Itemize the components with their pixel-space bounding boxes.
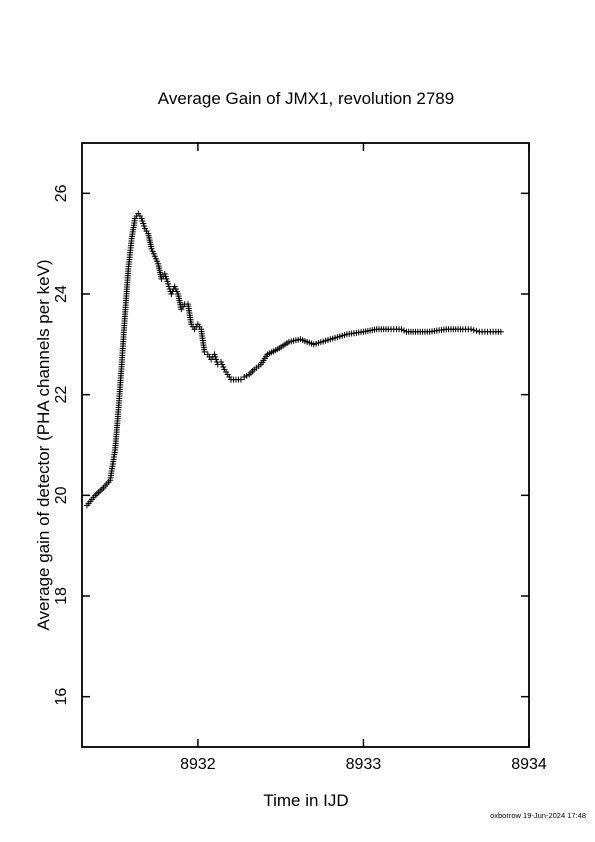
y-tick-label: 26 (53, 184, 70, 202)
data-point (219, 361, 226, 368)
data-point (237, 376, 244, 383)
data-point (149, 248, 156, 255)
data-point (218, 358, 225, 365)
data-point (140, 220, 147, 227)
data-point (138, 215, 145, 222)
data-point (211, 351, 218, 358)
plot-frame (81, 142, 530, 748)
y-tick-label: 18 (53, 587, 70, 605)
data-point (165, 280, 172, 287)
data-point (201, 348, 208, 355)
data-point (497, 328, 504, 335)
y-tick-label: 16 (53, 688, 70, 706)
footer-stamp: oxborrow 19-Jun-2024 17:48 (490, 811, 586, 820)
data-series (83, 210, 504, 509)
data-point (161, 270, 168, 277)
data-point (212, 353, 219, 360)
data-point (150, 250, 157, 257)
data-point (213, 356, 220, 363)
x-axis-ticks: 8932 8933 8934 (180, 143, 547, 773)
y-tick-label: 20 (53, 486, 70, 504)
data-point (172, 285, 179, 292)
y-tick-label: 24 (53, 285, 70, 303)
x-tick-label: 8934 (511, 756, 547, 773)
data-point (139, 218, 146, 225)
y-axis-ticks: 16 18 20 22 24 26 (53, 184, 529, 706)
data-point (165, 283, 172, 290)
data-point (468, 326, 475, 333)
data-point (152, 255, 159, 262)
x-tick-label: 8932 (180, 756, 216, 773)
data-point (163, 275, 170, 282)
x-axis-label: Time in IJD (263, 791, 348, 810)
data-point (171, 283, 178, 290)
data-point (220, 363, 227, 370)
data-point (164, 278, 171, 285)
y-tick-label: 22 (53, 386, 70, 404)
data-point (151, 253, 158, 260)
data-point (168, 291, 175, 297)
x-tick-label: 8933 (346, 756, 382, 773)
data-point (148, 245, 155, 252)
data-point (162, 273, 169, 280)
data-point (154, 258, 161, 265)
data-point (141, 223, 148, 230)
data-point (473, 327, 480, 334)
y-axis-label: Average gain of detector (PHA channels p… (34, 259, 53, 630)
data-point (173, 288, 180, 295)
data-point (470, 327, 477, 334)
chart-title: Average Gain of JMX1, revolution 2789 (158, 89, 454, 108)
